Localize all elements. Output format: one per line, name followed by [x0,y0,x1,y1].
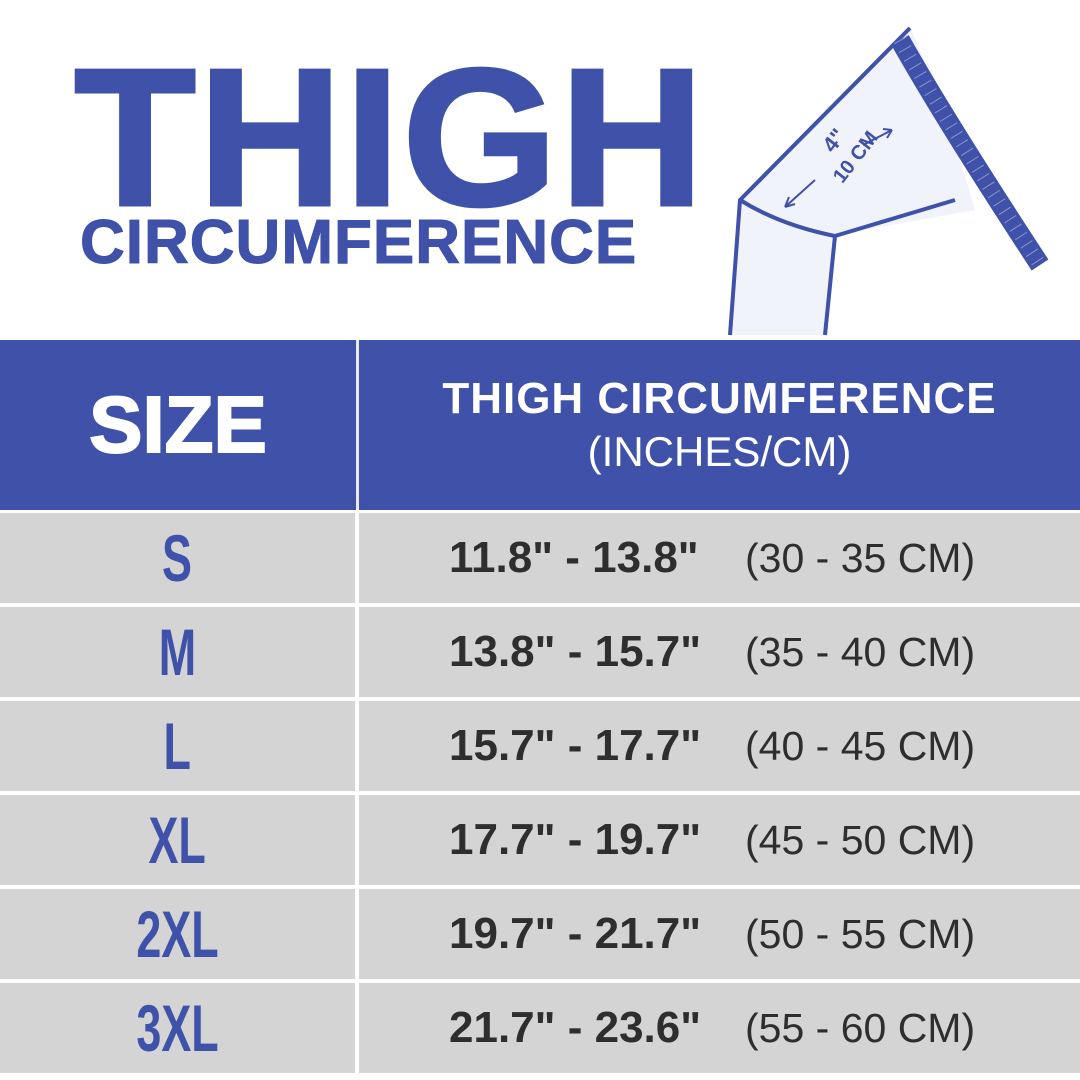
size-cell: XL [0,795,355,885]
size-label: M [158,615,197,689]
knee-sleeve-illustration: 4" 10 CM [728,26,1049,336]
size-cell: 3XL [0,983,355,1073]
header-size: SIZE [88,379,268,470]
header-measure: THIGH CIRCUMFERENCE (INCHES/CM) [359,340,1080,510]
table-header [0,340,1080,510]
table-row: 3XL 21.7" - 23.6" (55 - 60 CM) [0,983,1080,1073]
cm-range: (40 - 45 CM) [745,722,976,769]
size-label: L [163,709,192,783]
size-cell: L [0,701,355,791]
arrow-right-icon [862,128,893,146]
cm-range: (30 - 35 CM) [745,534,976,581]
table-row: L 15.7" - 17.7" (40 - 45 CM) [0,701,1080,791]
title-sub: CIRCUMFERENCE [79,208,638,277]
measure-cell: 19.7" - 21.7" (50 - 55 CM) [359,889,1080,979]
table-row: S 11.8" - 13.8" (30 - 35 CM) [0,513,1080,603]
cm-range: (55 - 60 CM) [745,1004,976,1051]
inches-range: 21.7" - 23.6" [449,1003,702,1052]
table-row: 2XL 19.7" - 21.7" (50 - 55 CM) [0,889,1080,979]
size-label: 3XL [136,991,219,1065]
measure-cell: 21.7" - 23.6" (55 - 60 CM) [359,983,1080,1073]
measure-cell: 13.8" - 15.7" (35 - 40 CM) [359,607,1080,697]
header-measure-title: THIGH CIRCUMFERENCE [442,374,997,423]
measure-cell: 15.7" - 17.7" (40 - 45 CM) [359,701,1080,791]
cm-range: (35 - 40 CM) [745,628,976,675]
inches-range: 19.7" - 21.7" [449,909,702,958]
cm-range: (45 - 50 CM) [745,816,976,863]
table-row: XL 17.7" - 19.7" (45 - 50 CM) [0,795,1080,885]
size-cell: 2XL [0,889,355,979]
size-cell: S [0,513,355,603]
inches-range: 17.7" - 19.7" [449,815,702,864]
size-label: 2XL [136,897,219,971]
size-label: S [162,521,193,595]
title-main: THIGH [72,28,707,247]
arrow-left-icon [784,179,816,208]
inches-range: 13.8" - 15.7" [449,627,702,676]
measure-cell: 11.8" - 13.8" (30 - 35 CM) [359,513,1080,603]
table-row: M 13.8" - 15.7" (35 - 40 CM) [0,607,1080,697]
measure-cell: 17.7" - 19.7" (45 - 50 CM) [359,795,1080,885]
inches-range: 15.7" - 17.7" [449,721,702,770]
inches-range: 11.8" - 13.8" [449,533,699,582]
cm-range: (50 - 55 CM) [745,910,976,957]
measuring-tape-icon [891,35,1049,271]
size-cell: M [0,607,355,697]
size-label: XL [148,803,207,877]
header-divider [356,340,359,510]
header-measure-units: (INCHES/CM) [587,428,852,475]
